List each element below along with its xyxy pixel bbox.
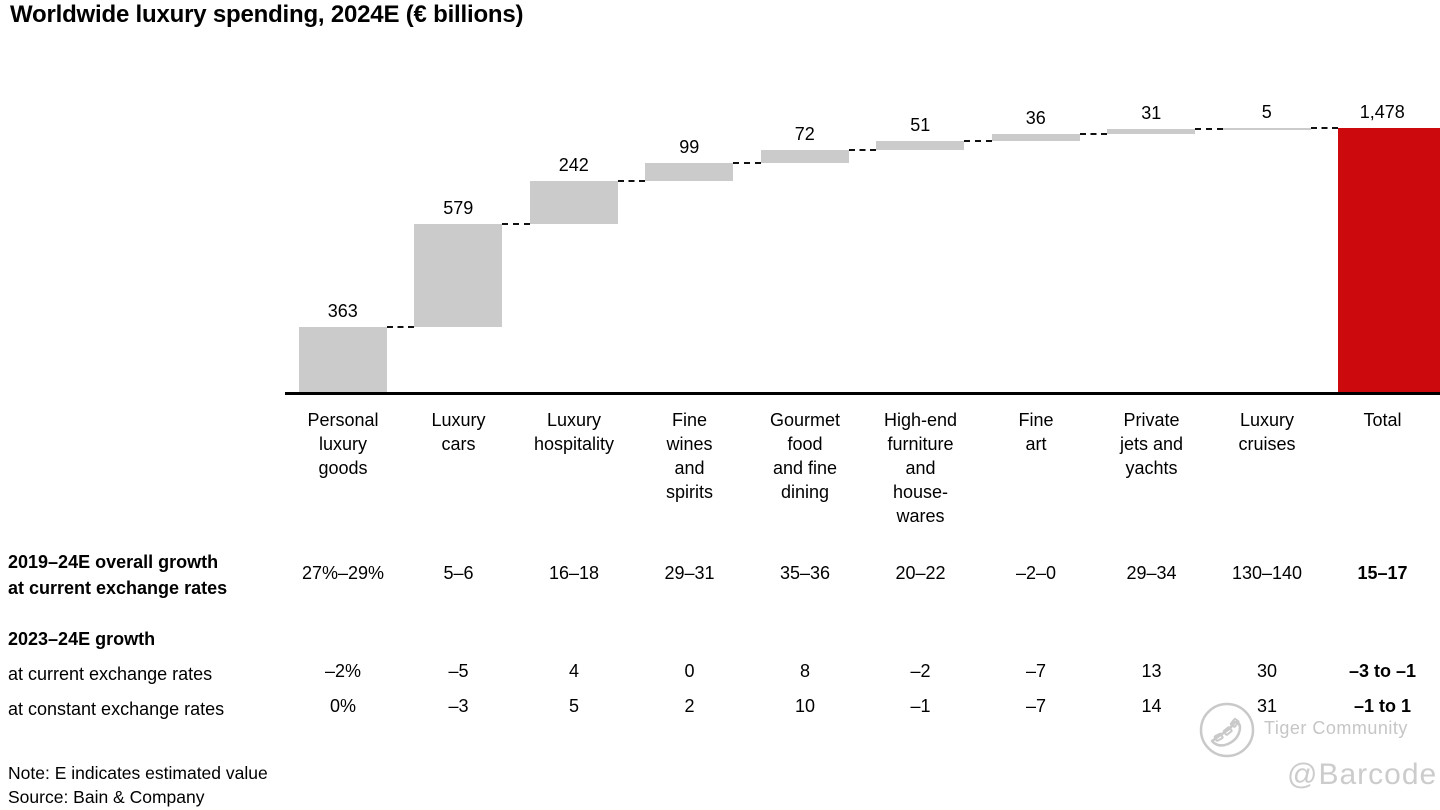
category-label-total: Total — [1363, 410, 1402, 430]
table-cell: 29–31 — [664, 563, 715, 583]
bar-value-label: 363 — [327, 301, 358, 322]
source-text: Source: Bain & Company — [8, 787, 205, 807]
category-label: Luxury cruises — [1238, 410, 1296, 454]
table-cell: 13 — [1141, 661, 1162, 681]
total-bar — [1338, 128, 1440, 392]
connector-line — [502, 222, 530, 225]
table-cell: 8 — [799, 661, 810, 681]
table-cell: 16–18 — [548, 563, 600, 583]
table-cell: –1 — [910, 696, 931, 716]
table-cell: –3 to –1 — [1348, 661, 1417, 681]
category-label: Fine wines and spirits — [665, 410, 713, 502]
connector-line — [964, 139, 992, 142]
table-cell: 4 — [568, 661, 579, 681]
bar-value-label: 36 — [1025, 108, 1046, 129]
connector-line — [617, 179, 646, 182]
bar-value-label: 51 — [910, 114, 931, 135]
table-cell: 14 — [1141, 696, 1162, 716]
bar-value-label: 31 — [1141, 102, 1162, 123]
bar-value-label: 5 — [1261, 102, 1272, 122]
connector-line — [848, 148, 877, 151]
table-cell: 20–22 — [895, 563, 946, 583]
table-cell: 5 — [568, 696, 579, 716]
table-row-label: 2023–24E growth — [8, 629, 156, 649]
bar-value-label: 242 — [558, 154, 589, 175]
table-cell: 30 — [1256, 661, 1278, 681]
table-row-label: at constant exchange rates — [8, 699, 225, 719]
bar-value-label: 579 — [443, 197, 474, 218]
waterfall-bar — [876, 140, 965, 150]
waterfall-bar — [1222, 128, 1311, 130]
waterfall-bar — [991, 134, 1080, 141]
table-cell: 35–36 — [779, 563, 831, 583]
table-cell: 10 — [794, 696, 816, 716]
category-label: Fine art — [1018, 410, 1054, 454]
table-cell: –2–0 — [1015, 563, 1057, 583]
watermark: Tiger Community — [1198, 699, 1408, 761]
category-label: Gourmet food and fine dining — [769, 410, 841, 502]
connector-line — [733, 161, 761, 164]
chart-title: Worldwide luxury spending, 2024E (€ bill… — [10, 1, 524, 28]
table-cell: –7 — [1025, 696, 1047, 716]
bar-value-label: 72 — [794, 123, 815, 144]
waterfall-bar — [529, 180, 618, 224]
connector-line — [1310, 127, 1339, 129]
table-cell: 130–140 — [1231, 563, 1303, 583]
category-label: Luxury hospitality — [533, 410, 615, 454]
table-cell: 2 — [684, 696, 695, 716]
table-cell: –5 — [448, 661, 469, 681]
x-axis-line — [285, 392, 1440, 395]
table-cell: 5–6 — [443, 563, 474, 583]
table-cell: 27%–29% — [301, 563, 385, 583]
waterfall-bar — [298, 327, 387, 392]
total-value-label: 1,478 — [1359, 102, 1405, 122]
table-cell: 15–17 — [1357, 563, 1408, 583]
table-cell: 29–34 — [1126, 563, 1177, 583]
watermark-community-label: Tiger Community — [1264, 718, 1408, 738]
waterfall-bar — [1107, 128, 1196, 135]
table-row-label: 2019–24E overall growth at current excha… — [8, 552, 228, 598]
table-cell: –1 to 1 — [1353, 696, 1412, 716]
category-label: Personal luxury goods — [307, 410, 379, 478]
bar-value-label: 99 — [679, 136, 700, 157]
table-cell: –3 — [448, 696, 469, 716]
table-cell: 31 — [1256, 696, 1278, 716]
category-label: Private jets and yachts — [1119, 410, 1184, 478]
waterfall-bar — [414, 223, 503, 328]
waterfall-bar — [760, 149, 849, 163]
table-cell: –2 — [910, 661, 931, 681]
table-cell: 0 — [684, 661, 695, 681]
note-text: Note: E indicates estimated value — [8, 763, 268, 783]
table-cell: 0% — [329, 696, 356, 716]
tiger-community-logo-icon — [1199, 702, 1255, 758]
table-cell: –2% — [324, 661, 362, 681]
watermark-handle: @Barcode — [1287, 758, 1438, 791]
connector-line — [386, 326, 415, 329]
waterfall-bar — [645, 162, 734, 181]
category-label: High-end furniture and house- wares — [883, 410, 958, 526]
table-cell: –7 — [1025, 661, 1047, 681]
connector-line — [1079, 133, 1108, 136]
table-row-label: at current exchange rates — [8, 664, 213, 684]
connector-line — [1195, 127, 1223, 130]
category-label: Luxury cars — [431, 410, 486, 454]
